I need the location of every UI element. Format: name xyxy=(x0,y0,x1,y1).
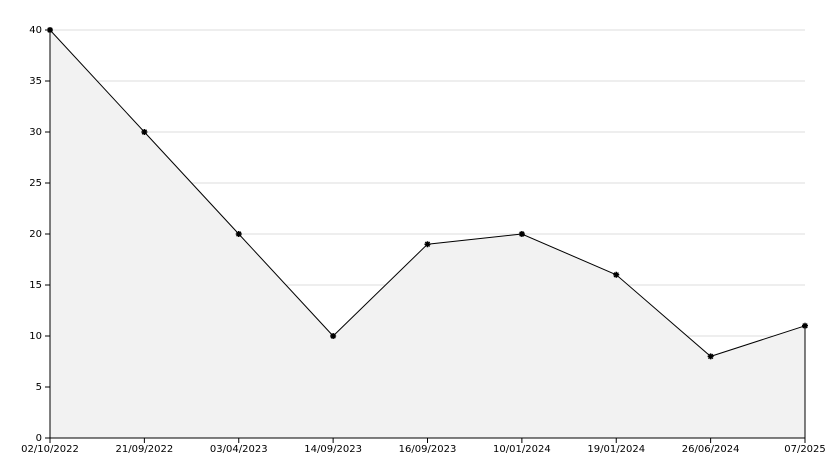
y-tick-label: 35 xyxy=(29,76,42,87)
x-tick-label: 21/09/2022 xyxy=(116,444,174,455)
marker xyxy=(141,129,148,135)
y-tick-label: 20 xyxy=(29,229,42,240)
x-tick-label: 26/06/2024 xyxy=(682,444,740,455)
marker xyxy=(802,322,808,329)
x-tick-label: 16/09/2023 xyxy=(399,444,457,455)
marker xyxy=(613,271,620,278)
y-tick-label: 25 xyxy=(29,178,42,189)
y-tick-label: 15 xyxy=(29,280,42,291)
area xyxy=(50,30,805,438)
x-tick-label: 03/04/2023 xyxy=(210,444,268,455)
x-tick-label: 07/2025 xyxy=(784,444,826,455)
y-tick-label: 40 xyxy=(29,25,42,36)
x-tick-label: 02/10/2022 xyxy=(21,444,79,455)
marker xyxy=(707,353,714,360)
marker xyxy=(235,231,242,237)
y-tick-label: 0 xyxy=(36,433,42,444)
x-tick-label: 19/01/2024 xyxy=(587,444,645,455)
y-tick-label: 10 xyxy=(29,331,42,342)
y-tick-label: 5 xyxy=(36,382,42,393)
marker xyxy=(424,241,431,248)
x-tick-label: 10/01/2024 xyxy=(493,444,551,455)
marker xyxy=(47,27,53,33)
marker xyxy=(518,231,525,237)
y-tick-label: 30 xyxy=(29,127,42,138)
marker xyxy=(330,333,337,339)
x-tick-label: 14/09/2023 xyxy=(304,444,362,455)
